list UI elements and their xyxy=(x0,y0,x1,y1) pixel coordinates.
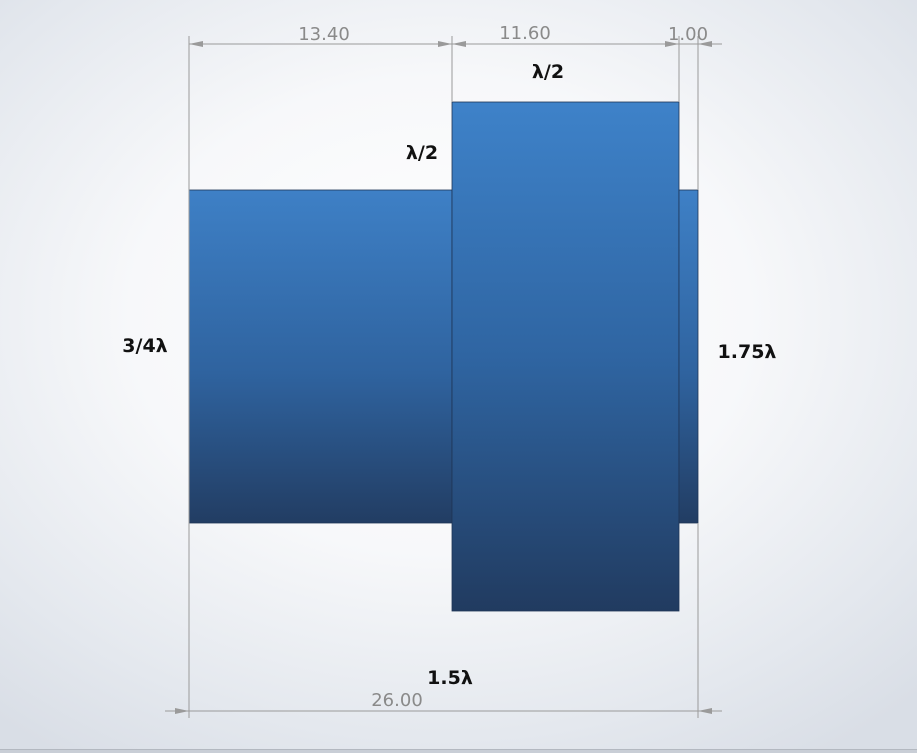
arrow-13-40-right-icon xyxy=(438,41,452,47)
annotation-top-half-wave: λ/2 xyxy=(532,61,564,83)
viewport-bottom-edge xyxy=(0,749,917,753)
dimension-26-00[interactable]: 26.00 xyxy=(371,690,423,711)
arrow-26-00-right-icon xyxy=(698,708,712,714)
dimension-11-60[interactable]: 11.60 xyxy=(499,23,551,44)
annotation-one-and-half-lambda: 1.5λ xyxy=(427,667,473,689)
annotation-one-seventy-five-lambda: 1.75λ xyxy=(718,341,777,363)
arrow-13-40-left-icon xyxy=(189,41,203,47)
arrow-11-60-left-icon xyxy=(452,41,466,47)
left-cylinder-section[interactable] xyxy=(188,189,453,524)
arrow-1-00-right-icon xyxy=(698,41,712,47)
annotation-three-quarter-lambda: 3/4λ xyxy=(122,335,167,357)
right-cylinder-section[interactable] xyxy=(678,189,699,524)
middle-cylinder-section[interactable] xyxy=(451,101,680,612)
dimension-1-00[interactable]: 1.00 xyxy=(668,24,708,45)
dimension-13-40[interactable]: 13.40 xyxy=(298,24,350,45)
arrow-26-00-left-icon xyxy=(175,708,189,714)
annotation-middle-half-wave: λ/2 xyxy=(406,142,438,164)
arrow-11-60-right-icon xyxy=(665,41,679,47)
